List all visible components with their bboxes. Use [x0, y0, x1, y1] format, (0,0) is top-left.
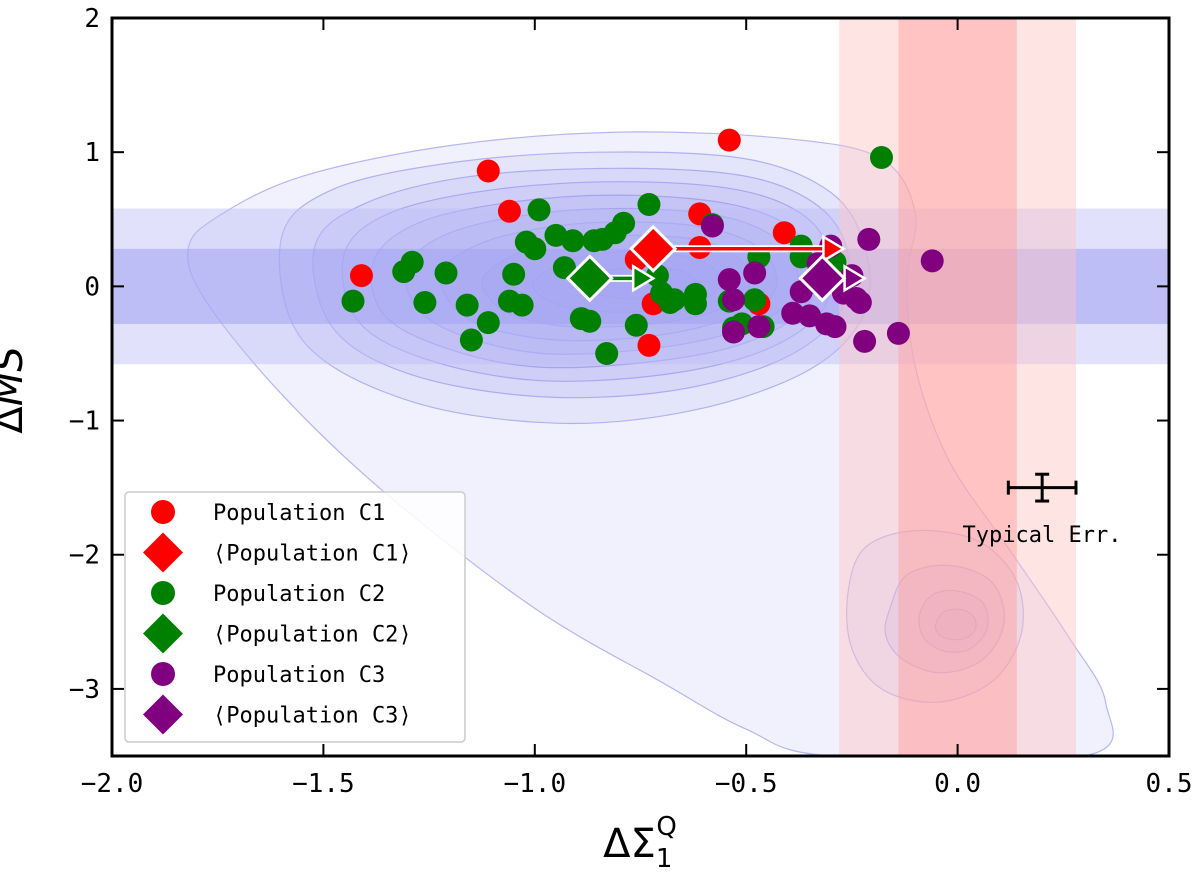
population-c2-point [413, 290, 437, 314]
y-tick-label: −3 [69, 675, 100, 705]
y-tick-label: 0 [84, 272, 100, 302]
population-c2-point [869, 146, 893, 170]
population-c2-point [455, 293, 479, 317]
population-c3-point [722, 288, 746, 312]
legend: Population C1 ⟨Population C1⟩ Population C… [124, 491, 466, 743]
population-c2-point [476, 311, 500, 335]
legend-marker-mean-population-c1 [143, 532, 183, 573]
population-c2-point [743, 288, 767, 312]
mean-population-c1-marker [629, 224, 678, 273]
legend-label: ⟨Population C2⟩ [213, 623, 412, 648]
y-tick-label: 1 [84, 138, 100, 168]
legend-label: ⟨Population C1⟩ [213, 542, 412, 567]
population-c3-point [853, 329, 877, 353]
legend-marker-population-c2 [151, 581, 175, 605]
population-c2-point [400, 250, 424, 274]
mean-population-c2-arrow-head [631, 264, 656, 293]
legend-label: Population C2 [213, 582, 385, 607]
population-c2-point [510, 293, 534, 317]
population-c3-point [747, 315, 771, 339]
vertical-band-1 [898, 18, 1017, 756]
population-c2-point [578, 309, 602, 333]
population-c1-point [497, 199, 521, 223]
population-c2-point [637, 193, 661, 217]
population-c3-point [823, 315, 847, 339]
mean-population-c3-marker [798, 254, 847, 303]
x-axis-label: ΔΣ1Q [603, 812, 677, 870]
x-tick-label: 0.5 [1146, 769, 1193, 799]
legend-label: Population C3 [213, 663, 385, 688]
legend-marker-mean-population-c3 [143, 694, 183, 735]
density-contour-12 [918, 589, 989, 653]
population-c2-point [624, 313, 648, 337]
x-tick-label: −1.0 [503, 769, 566, 799]
x-axis-label-sup: Q [656, 812, 676, 842]
x-axis-label-main: ΔΣ [603, 821, 656, 867]
legend-box [124, 491, 466, 743]
vertical-band-0 [839, 18, 1076, 756]
population-c3-point [920, 249, 944, 273]
mean-population-c1-arrow-head [822, 234, 846, 264]
mean-markers [565, 224, 868, 303]
population-c3-point [700, 214, 724, 238]
population-c1-point [717, 128, 741, 152]
population-c3-point [722, 320, 746, 344]
typical-error-label: Typical Err. [963, 523, 1122, 548]
population-c2-point [612, 211, 636, 235]
mean-population-c2-marker [565, 254, 614, 303]
legend-marker-mean-population-c2 [143, 613, 183, 654]
population-c3-point [781, 301, 805, 325]
x-tick-label: −0.5 [715, 769, 778, 799]
population-c2-point [459, 328, 483, 352]
population-c1-point [476, 159, 500, 183]
population-c2-point [683, 292, 707, 316]
y-axis-label: ΔMS [0, 346, 32, 433]
population-c2-point [527, 198, 551, 222]
y-tick-label: 2 [84, 4, 100, 34]
plot-frame [110, 16, 1171, 758]
x-axis-label-sub: 1 [656, 844, 673, 870]
x-tick-label: −2.0 [81, 769, 144, 799]
population-c1-point [637, 333, 661, 357]
legend-marker-population-c3 [151, 662, 175, 686]
population-c2-point [434, 261, 458, 285]
x-tick-label: −1.5 [292, 769, 355, 799]
y-tick-label: −1 [69, 407, 100, 437]
population-c2-point [561, 229, 585, 253]
y-tick-label: −2 [69, 541, 100, 571]
population-c2-point [552, 256, 576, 280]
population-c3-point [886, 321, 910, 345]
population-c2-point [662, 288, 686, 312]
legend-marker-population-c1 [151, 500, 175, 524]
density-contour-13 [934, 608, 977, 641]
population-c2-point [502, 262, 526, 286]
population-c1-point [349, 264, 373, 288]
legend-label: ⟨Population C3⟩ [213, 704, 412, 729]
population-c1-point [772, 221, 796, 245]
population-c3-point [848, 290, 872, 314]
x-tick-label: 0.0 [934, 769, 981, 799]
population-c3-point [717, 268, 741, 292]
legend-label: Population C1 [213, 501, 385, 526]
axis-ticks: −2.0 −1.5 −1.0 −0.5 0.0 0.5 −3 −2 −1 0 1 2 [69, 4, 1193, 799]
population-c3-point [743, 261, 767, 285]
population-c2-point [341, 289, 365, 313]
population-c2-point [595, 341, 619, 365]
typical-error-bar: Typical Err. [963, 472, 1122, 548]
population-c2-point [523, 237, 547, 261]
population-c3-point [857, 227, 881, 251]
